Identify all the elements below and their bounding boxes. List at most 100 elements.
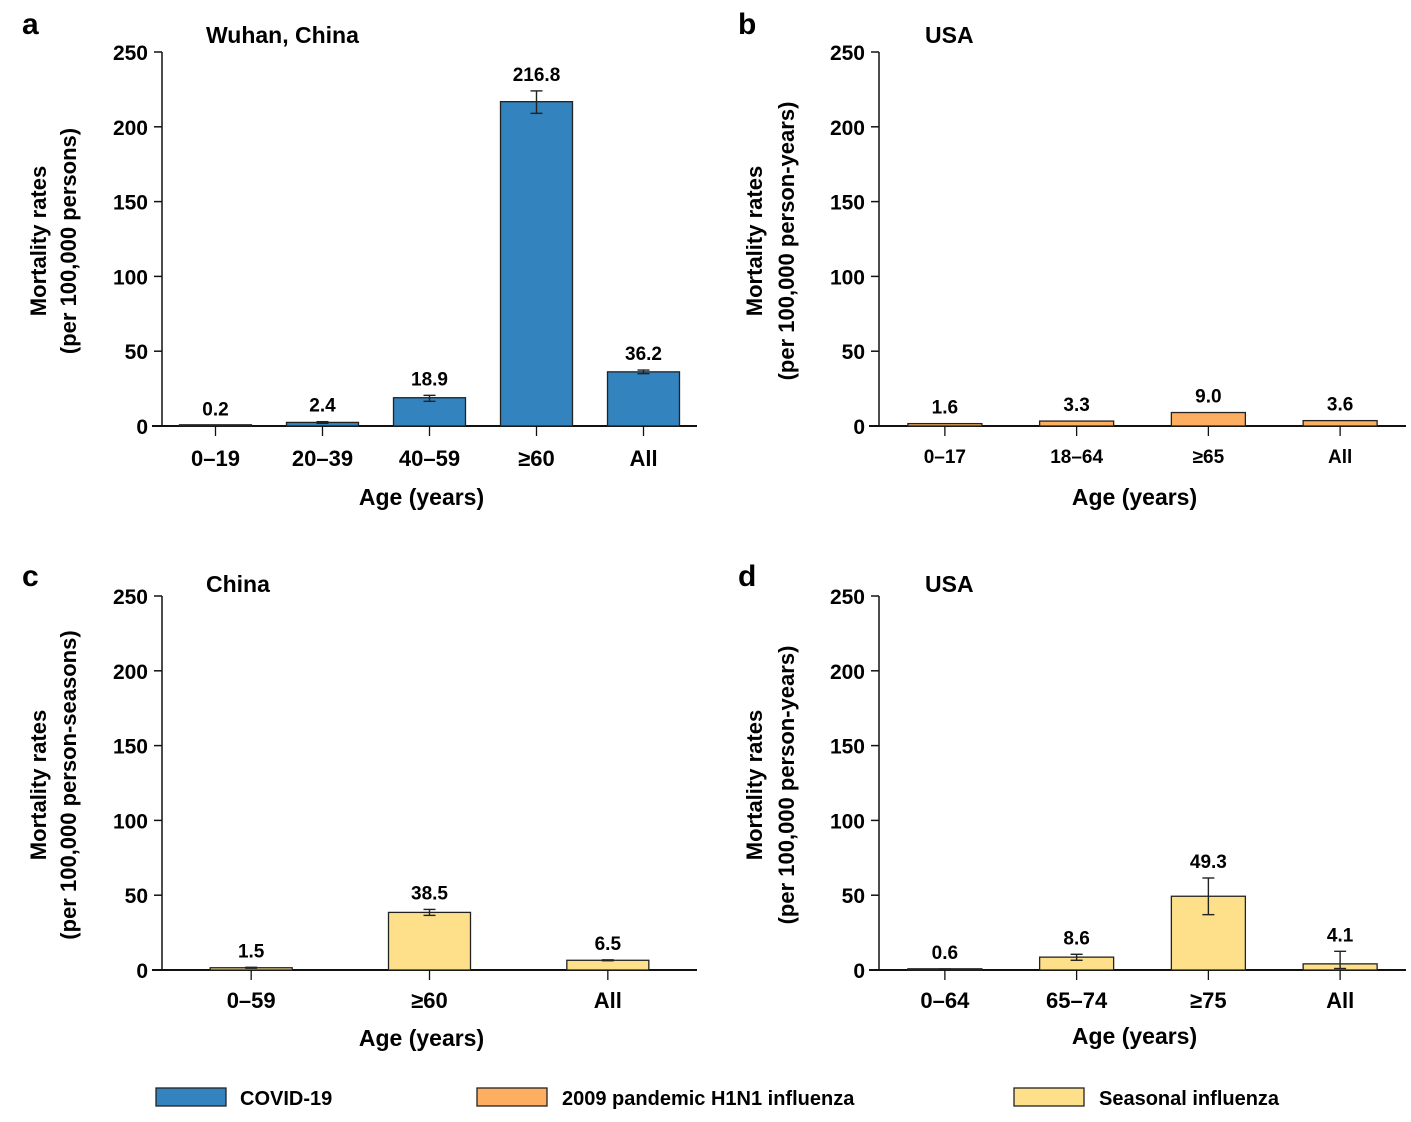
error-bar bbox=[423, 394, 436, 403]
y-tick-label: 200 bbox=[113, 117, 148, 140]
y-tick-label: 100 bbox=[113, 810, 148, 833]
legend-item-seasonal: Seasonal influenza bbox=[1013, 1087, 1280, 1110]
x-axis-title: Age (years) bbox=[359, 1025, 484, 1051]
y-tick-label: 150 bbox=[830, 192, 865, 215]
x-tick-label: 18–64 bbox=[1050, 447, 1103, 468]
value-label: 0.6 bbox=[932, 943, 958, 964]
error-bar bbox=[601, 959, 614, 962]
y-tick-label: 250 bbox=[113, 42, 148, 65]
legend: COVID-19 2009 pandemic H1N1 influenza Seas… bbox=[155, 1087, 1280, 1110]
panel-title: Wuhan, China bbox=[206, 22, 359, 48]
y-tick-label: 100 bbox=[830, 810, 865, 833]
y-axis-title: (per 100,000 person-years) bbox=[774, 646, 799, 925]
legend-label: COVID-19 bbox=[240, 1088, 332, 1110]
y-axis-title: (per 100,000 persons) bbox=[56, 128, 81, 354]
panel-title: China bbox=[206, 571, 270, 597]
x-tick-label: All bbox=[629, 446, 657, 471]
x-tick-label: ≥60 bbox=[518, 446, 555, 471]
x-tick-label: 0–19 bbox=[191, 446, 240, 471]
y-tick-label: 150 bbox=[830, 736, 865, 759]
y-axis-title: (per 100,000 person-years) bbox=[774, 102, 799, 381]
y-tick-label: 50 bbox=[125, 341, 148, 364]
value-label: 9.0 bbox=[1195, 387, 1221, 408]
x-tick-label: 0–17 bbox=[924, 447, 966, 468]
panel-a: a Wuhan, China 0 50 100 150 200 250 Mortality ra… bbox=[22, 8, 697, 510]
x-axis-title: Age (years) bbox=[359, 484, 484, 510]
error-bar bbox=[1202, 877, 1215, 916]
value-label: 3.3 bbox=[1063, 395, 1089, 416]
y-tick-label: 0 bbox=[853, 416, 865, 439]
y-tick-label: 50 bbox=[842, 885, 865, 908]
error-bar bbox=[1334, 950, 1347, 970]
y-tick-label: 100 bbox=[113, 266, 148, 289]
x-tick-label: 65–74 bbox=[1046, 988, 1108, 1013]
legend-item-covid: COVID-19 bbox=[155, 1087, 332, 1110]
y-tick-label: 200 bbox=[830, 117, 865, 140]
value-label: 3.6 bbox=[1327, 395, 1353, 416]
y-tick-label: 250 bbox=[113, 586, 148, 609]
legend-label: 2009 pandemic H1N1 influenza bbox=[562, 1088, 855, 1110]
value-label: 0.2 bbox=[202, 400, 228, 421]
value-label: 18.9 bbox=[411, 369, 448, 390]
value-label: 1.6 bbox=[932, 398, 958, 419]
y-axis-title: Mortality rates bbox=[742, 710, 767, 860]
panel-d: d USA 0 50 100 150 200 250 Mortality rates (per 1… bbox=[738, 560, 1406, 1049]
panel-b: b USA 0 50 100 150 200 250 Mortality rates (per 1… bbox=[738, 8, 1406, 510]
x-tick-label: ≥75 bbox=[1190, 988, 1227, 1013]
y-tick-label: 50 bbox=[125, 885, 148, 908]
x-tick-label: 0–59 bbox=[227, 988, 276, 1013]
y-tick-label: 200 bbox=[830, 661, 865, 684]
y-axis-title: Mortality rates bbox=[26, 166, 51, 316]
bar bbox=[387, 911, 472, 971]
x-tick-label: All bbox=[1326, 988, 1354, 1013]
value-label: 216.8 bbox=[513, 65, 561, 86]
legend-swatch bbox=[476, 1087, 548, 1107]
value-label: 36.2 bbox=[625, 344, 662, 365]
panel-letter: a bbox=[22, 8, 39, 41]
error-bar bbox=[245, 966, 258, 969]
error-bar bbox=[530, 90, 543, 115]
y-tick-label: 50 bbox=[842, 341, 865, 364]
panel-title: USA bbox=[925, 571, 974, 597]
error-bar bbox=[1070, 953, 1083, 961]
value-label: 49.3 bbox=[1190, 852, 1227, 873]
bar bbox=[606, 371, 681, 427]
y-tick-label: 100 bbox=[830, 266, 865, 289]
bar bbox=[1170, 411, 1247, 427]
x-tick-label: All bbox=[594, 988, 622, 1013]
legend-swatch bbox=[155, 1087, 227, 1107]
y-axis-title: (per 100,000 person-seasons) bbox=[56, 630, 81, 939]
legend-label: Seasonal influenza bbox=[1099, 1088, 1280, 1110]
bar bbox=[907, 422, 983, 427]
x-tick-label: ≥65 bbox=[1193, 447, 1225, 468]
x-tick-label: 0–64 bbox=[920, 988, 970, 1013]
error-bar bbox=[316, 420, 329, 425]
bar bbox=[1038, 420, 1115, 427]
value-label: 8.6 bbox=[1063, 928, 1089, 949]
legend-item-h1n1: 2009 pandemic H1N1 influenza bbox=[476, 1087, 855, 1110]
value-label: 6.5 bbox=[595, 934, 622, 955]
panel-letter: c bbox=[22, 560, 39, 593]
x-tick-label: ≥60 bbox=[411, 988, 448, 1013]
legend-swatch bbox=[1013, 1087, 1085, 1107]
x-tick-label: 20–39 bbox=[292, 446, 353, 471]
y-axis-title: Mortality rates bbox=[742, 166, 767, 316]
x-tick-label: All bbox=[1328, 447, 1352, 468]
error-bar bbox=[637, 369, 650, 375]
bar bbox=[566, 959, 650, 971]
panel-letter: b bbox=[738, 8, 756, 41]
y-tick-label: 150 bbox=[113, 192, 148, 215]
error-bar bbox=[423, 908, 436, 917]
y-tick-label: 0 bbox=[853, 960, 865, 983]
panel-letter: d bbox=[738, 560, 756, 593]
value-label: 1.5 bbox=[238, 941, 265, 962]
y-tick-label: 250 bbox=[830, 586, 865, 609]
y-tick-label: 150 bbox=[113, 736, 148, 759]
bar bbox=[1302, 419, 1378, 427]
value-label: 4.1 bbox=[1327, 925, 1354, 946]
bar bbox=[499, 101, 574, 427]
y-tick-label: 250 bbox=[830, 42, 865, 65]
y-tick-label: 0 bbox=[136, 960, 148, 983]
value-label: 2.4 bbox=[309, 396, 336, 417]
